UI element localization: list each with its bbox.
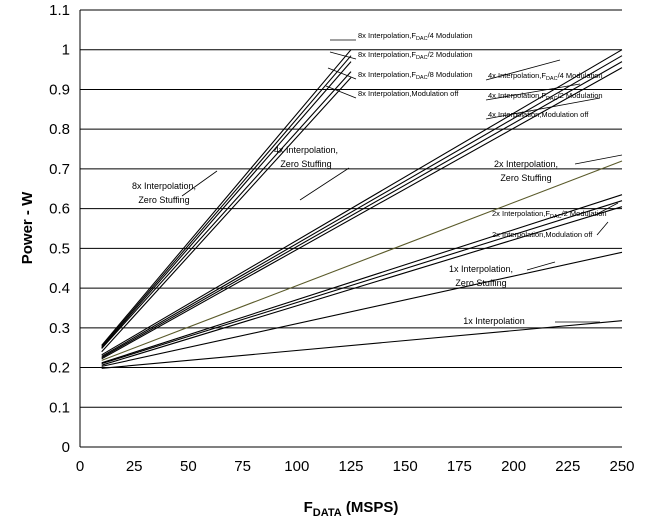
x-tick-label: 150 <box>393 458 418 475</box>
annotation-leader <box>327 67 357 80</box>
annotation-label: 4x Interpolation,FDAC/4 Modulation <box>488 71 603 82</box>
x-axis-title-rest: (MSPS) <box>342 499 399 516</box>
series-line <box>101 206 623 366</box>
annotation-label: Zero Stuffing <box>455 278 506 288</box>
series-line <box>101 49 352 346</box>
axes <box>79 10 622 448</box>
annotation-leader <box>526 261 556 271</box>
series-line <box>101 67 623 360</box>
x-tick-label: 25 <box>126 458 143 475</box>
y-tick-label: 0.8 <box>49 121 70 138</box>
annotation-leader <box>485 97 601 120</box>
y-tick-label: 0.4 <box>49 280 70 297</box>
series-line <box>101 55 623 357</box>
x-tick-label: 100 <box>284 458 309 475</box>
series-line <box>101 55 352 347</box>
annotation-label: 8x Interpolation,FDAC/2 Modulation <box>358 50 473 61</box>
annotation-leader <box>325 85 357 99</box>
annotation-leader <box>485 59 561 81</box>
x-axis-title-subscript: DATA <box>313 507 342 519</box>
y-tick-labels: 0 0.1 0.2 0.3 0.4 0.5 0.6 0.7 0.8 0.9 1 1.1 <box>49 2 70 456</box>
series-lines <box>101 49 623 369</box>
annotation-leader <box>181 170 218 197</box>
annotation-label: 4x Interpolation,FDAC/2 Modulation <box>488 91 603 102</box>
annotation-label: 4x Interpolation, <box>274 145 338 155</box>
x-tick-label: 250 <box>609 458 634 475</box>
annotation-label: 2x Interpolation,FDAC/2 Modulation <box>492 209 607 220</box>
annotation-leaders <box>181 39 623 323</box>
annotation-label: 1x Interpolation, <box>449 264 513 274</box>
x-tick-label: 75 <box>234 458 251 475</box>
annotation-leader <box>596 202 619 215</box>
y-axis-title: Power - W <box>19 191 36 264</box>
x-tick-label: 125 <box>338 458 363 475</box>
series-line <box>101 77 352 353</box>
x-tick-label: 175 <box>447 458 472 475</box>
annotation-label: 2x Interpolation,Modulation off <box>492 230 593 239</box>
x-tick-label: 200 <box>501 458 526 475</box>
annotation-label: 8x Interpolation,Modulation off <box>358 89 459 98</box>
x-axis-title: FDATA (MSPS) <box>304 499 399 519</box>
series-line <box>101 320 623 369</box>
y-tick-label: 0.2 <box>49 360 70 377</box>
annotation-label: 8x Interpolation,FDAC/4 Modulation <box>358 31 473 42</box>
series-line <box>101 61 352 349</box>
annotations: 8x Interpolation,FDAC/4 Modulation 8x Int… <box>132 31 607 326</box>
series-line <box>101 251 623 367</box>
y-tick-label: 0.6 <box>49 201 70 218</box>
series-line <box>101 160 623 361</box>
annotation-leader <box>329 51 357 60</box>
annotation-label: Zero Stuffing <box>138 195 189 205</box>
series-line <box>101 200 623 365</box>
series-line <box>101 61 623 359</box>
x-axis-title-main: F <box>304 499 313 516</box>
annotation-leader <box>574 154 623 165</box>
annotation-label: Zero Stuffing <box>500 173 551 183</box>
y-tick-label: 0.3 <box>49 320 70 337</box>
y-tick-label: 1.1 <box>49 2 70 19</box>
y-tick-label: 0.5 <box>49 240 70 257</box>
x-tick-label: 0 <box>76 458 84 475</box>
annotation-leader <box>299 167 350 201</box>
series-line <box>101 194 623 364</box>
y-tick-label: 0 <box>62 439 70 456</box>
y-tick-label: 0.7 <box>49 161 70 178</box>
series-line <box>101 49 623 356</box>
x-tick-label: 50 <box>180 458 197 475</box>
x-tick-labels: 0 25 50 75 100 125 150 175 200 225 250 <box>76 458 635 475</box>
annotation-label: Zero Stuffing <box>280 159 331 169</box>
y-tick-label: 1 <box>62 42 70 59</box>
annotation-leader <box>596 221 609 236</box>
annotation-label: 8x Interpolation, <box>132 181 196 191</box>
annotation-label: 2x Interpolation, <box>494 159 558 169</box>
x-tick-label: 225 <box>555 458 580 475</box>
y-tick-label: 0.1 <box>49 399 70 416</box>
series-line <box>101 71 352 349</box>
annotation-label: 1x Interpolation <box>463 316 525 326</box>
y-tick-label: 0.9 <box>49 81 70 98</box>
annotation-label: 8x Interpolation,FDAC/8 Modulation <box>358 70 473 81</box>
annotation-leader <box>485 83 581 101</box>
annotation-label: 4x Interpolation,Modulation off <box>488 110 589 119</box>
